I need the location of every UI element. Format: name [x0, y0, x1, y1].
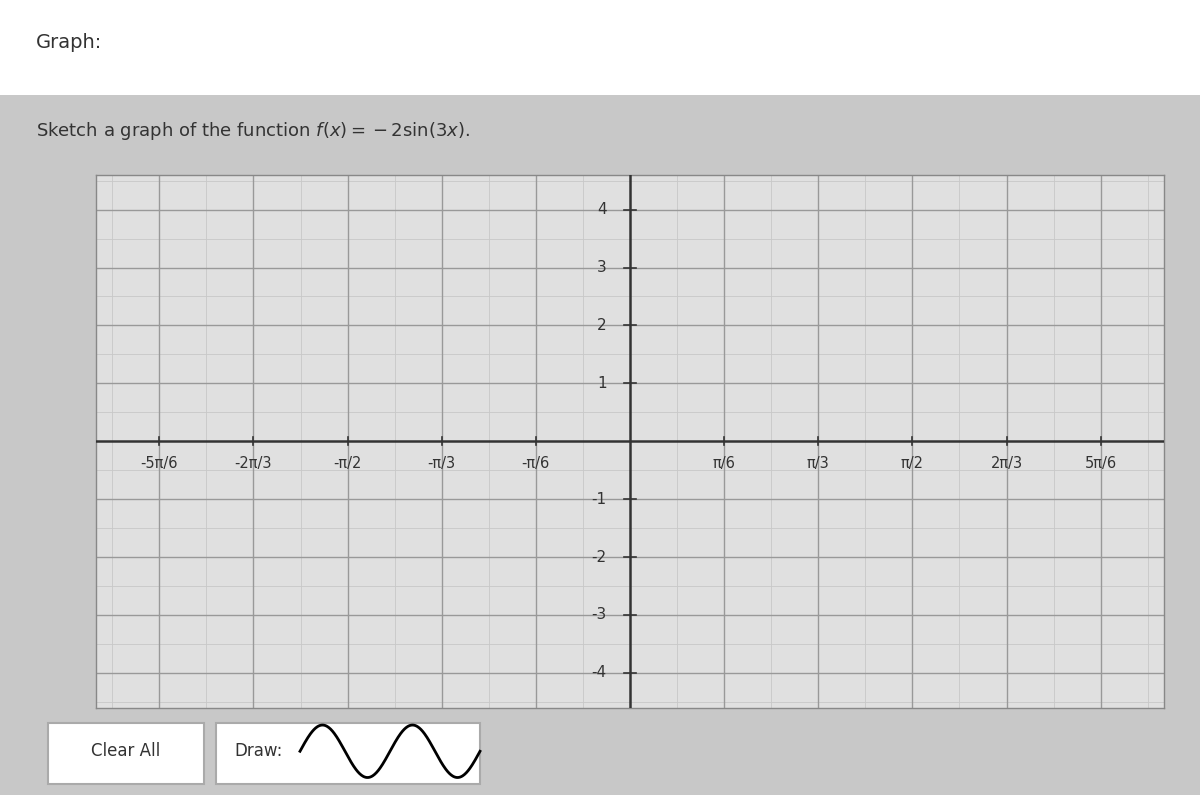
Text: 1: 1: [598, 376, 607, 391]
Text: -2π/3: -2π/3: [235, 456, 272, 471]
FancyBboxPatch shape: [48, 723, 204, 784]
Text: -5π/6: -5π/6: [140, 456, 178, 471]
Text: -π/2: -π/2: [334, 456, 361, 471]
Text: -π/6: -π/6: [522, 456, 550, 471]
Text: -3: -3: [592, 607, 607, 622]
Text: -1: -1: [592, 491, 607, 506]
Text: 2: 2: [598, 318, 607, 333]
Text: 5π/6: 5π/6: [1085, 456, 1117, 471]
FancyBboxPatch shape: [216, 723, 480, 784]
Text: 3: 3: [596, 260, 607, 275]
Text: Graph:: Graph:: [36, 33, 102, 52]
Text: -π/3: -π/3: [427, 456, 456, 471]
Text: Draw:: Draw:: [234, 743, 282, 760]
Text: π/3: π/3: [806, 456, 829, 471]
Text: π/6: π/6: [713, 456, 736, 471]
Text: 2π/3: 2π/3: [990, 456, 1022, 471]
Text: π/2: π/2: [901, 456, 924, 471]
Text: Clear All: Clear All: [91, 743, 161, 760]
Text: Sketch a graph of the function $f(x) = -2\sin(3x)$.: Sketch a graph of the function $f(x) = -…: [36, 120, 470, 142]
Text: 4: 4: [598, 202, 607, 217]
Text: -2: -2: [592, 549, 607, 564]
Text: -4: -4: [592, 665, 607, 681]
